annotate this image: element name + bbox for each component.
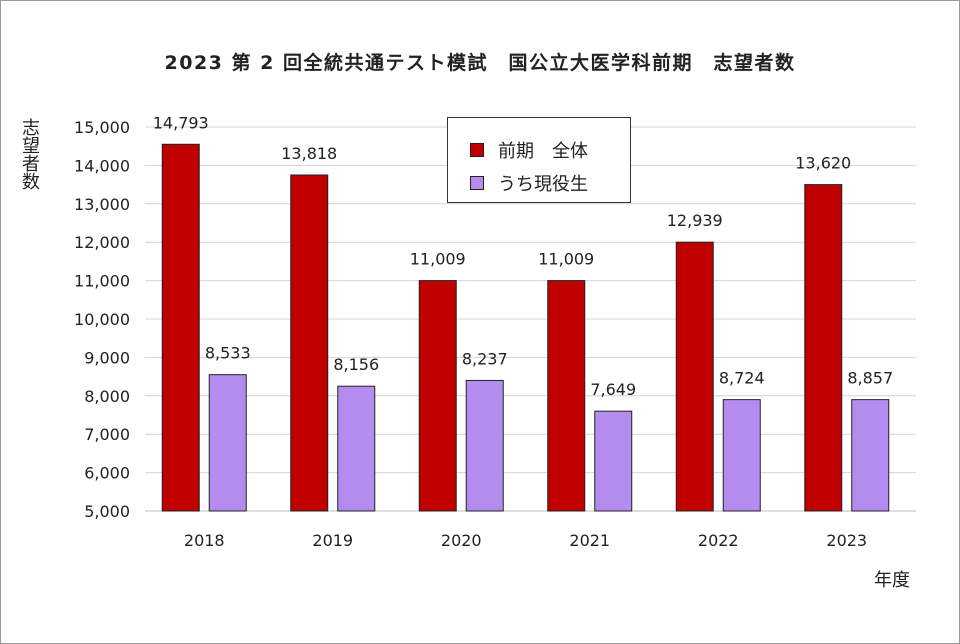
y-tick-label: 13,000 (74, 195, 130, 214)
bar-current (465, 379, 504, 512)
gridlines (145, 126, 916, 512)
y-tick-label: 11,000 (74, 272, 130, 291)
bar-current (208, 374, 247, 512)
y-axis-label: 志望者数 (19, 118, 40, 190)
bar-all (418, 280, 457, 512)
y-tick-labels: 5,000 6,000 7,000 8,000 9,000 10,000 11,000 12,… (74, 118, 130, 521)
y-tick-label: 15,000 (74, 118, 130, 137)
legend-item-current: うち現役生 (470, 170, 588, 196)
data-label-current: 8,724 (719, 369, 765, 388)
bar-all (547, 280, 586, 512)
chart-title: 2023 第 2 回全統共通テスト模試 国公立大医学科前期 志望者数 (164, 52, 796, 74)
bar-current (594, 410, 633, 512)
data-label-all: 13,818 (281, 144, 337, 163)
x-tick-label: 2023 (826, 531, 867, 550)
y-tick-label: 10,000 (74, 310, 130, 329)
data-label-all: 11,009 (538, 250, 594, 269)
legend-label-current: うち現役生 (498, 174, 588, 195)
legend-swatch-current (470, 176, 484, 190)
legend: 前期 全体 うち現役生 (447, 117, 631, 203)
x-tick-label: 2021 (569, 531, 610, 550)
x-tick-label: 2020 (441, 531, 482, 550)
data-label-all: 14,793 (153, 113, 209, 132)
bars (161, 143, 890, 512)
data-labels: 14,793 8,533 13,818 8,156 11,009 8,237 11,009 7… (153, 113, 893, 399)
legend-swatch-all (470, 143, 484, 157)
data-label-all: 11,009 (410, 250, 466, 269)
bar-all (161, 143, 200, 512)
bar-current (722, 399, 761, 512)
bar-all (675, 241, 714, 512)
x-tick-label: 2018 (184, 531, 225, 550)
x-tick-labels: 2018 2019 2020 2021 2022 2023 (184, 531, 867, 550)
y-tick-label: 14,000 (74, 156, 130, 175)
x-tick-label: 2022 (698, 531, 739, 550)
legend-item-all: 前期 全体 (470, 137, 588, 163)
bar-all (290, 174, 329, 512)
data-label-current: 7,649 (590, 380, 636, 399)
y-tick-label: 9,000 (84, 348, 130, 367)
x-axis-label: 年度 (874, 570, 910, 591)
y-tick-label: 8,000 (84, 387, 130, 406)
data-label-current: 8,156 (333, 355, 379, 374)
bar-all (804, 184, 843, 512)
bar-current (337, 385, 376, 512)
data-label-current: 8,533 (205, 344, 251, 363)
x-tick-label: 2019 (312, 531, 353, 550)
y-tick-label: 12,000 (74, 233, 130, 252)
legend-label-all: 前期 全体 (498, 141, 588, 162)
data-label-all: 13,620 (795, 154, 851, 173)
y-tick-label: 6,000 (84, 464, 130, 483)
data-label-all: 12,939 (667, 211, 723, 230)
data-label-current: 8,237 (462, 349, 508, 368)
data-label-current: 8,857 (847, 369, 893, 388)
y-tick-label: 7,000 (84, 425, 130, 444)
y-tick-label: 5,000 (84, 502, 130, 521)
bar-current (851, 399, 890, 512)
